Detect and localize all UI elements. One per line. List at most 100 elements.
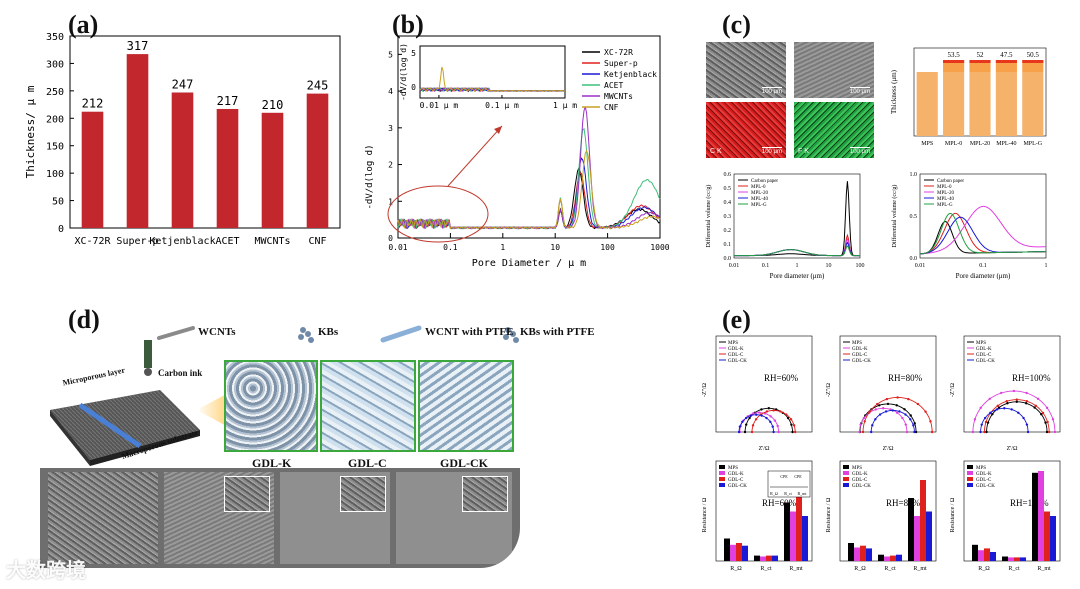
nyquist-point <box>1005 399 1008 403</box>
resistance-bar <box>866 548 872 561</box>
eds-map-carbon: C K 100 μm <box>706 102 786 158</box>
sem-strip-image-2 <box>164 472 274 564</box>
nyquist-point <box>859 423 862 426</box>
nyquist-point <box>885 397 889 401</box>
nyquist-frame <box>839 335 937 433</box>
legend-label: MPL-G <box>937 203 953 208</box>
circuit-label: R_Ω <box>770 491 778 496</box>
nyquist-point <box>1006 402 1009 405</box>
nyquist-point <box>755 413 758 416</box>
resistance-bar <box>884 556 890 561</box>
distribution-series-2 <box>919 205 1047 255</box>
rh-label: RH=80% <box>886 498 921 508</box>
nyquist-point <box>1053 430 1057 434</box>
nyquist-point <box>749 414 753 417</box>
nyquist-point <box>891 409 894 412</box>
x-tick-label: MPS <box>921 141 933 147</box>
nyquist-point <box>882 407 885 410</box>
rh-label: RH=100% <box>1010 498 1049 508</box>
legend-label: MPL-40 <box>937 197 954 202</box>
x-tick-label: 100 <box>600 243 615 252</box>
nyquist-point <box>912 424 915 427</box>
legend-label: GDL-K <box>728 472 744 477</box>
bar-mwcnts <box>261 112 284 228</box>
legend-label: GDL-K <box>976 472 992 477</box>
panel-c-pore-distribution-2: 0.01 0.1 1 0.0 0.5 1.0 Pore diameter (μm) Diffe… <box>891 172 1048 280</box>
resistance-bar <box>1044 511 1050 561</box>
nyquist-point <box>895 411 899 414</box>
resistance-bar <box>890 555 896 561</box>
y-tick-label: 250 <box>46 87 64 98</box>
nyquist-point <box>874 418 877 421</box>
circuit-label: R_ct <box>784 491 792 496</box>
y-tick-label: 0 <box>58 224 64 235</box>
nyquist-point <box>777 430 780 434</box>
nyquist-point <box>870 430 873 434</box>
resistance-y-label: Resistance / Ω <box>826 497 832 532</box>
zoom-arrow <box>447 125 503 187</box>
plot-frame <box>397 35 661 239</box>
y-axis-label: Thickness/ μ m <box>24 85 37 178</box>
nyquist-point <box>794 430 797 434</box>
y-axis-label: Differential volume (cc/g) <box>705 185 712 248</box>
caption-gdl-k: GDL-K <box>252 456 292 470</box>
y-tick-label: 0.5 <box>724 186 732 192</box>
inset-x-tick-label: 1 μ m <box>553 101 577 110</box>
bar-cnf <box>306 93 329 228</box>
inset-series-cnf <box>419 66 566 93</box>
bar-super-p <box>126 54 149 228</box>
nyquist-point <box>744 416 748 420</box>
nyquist-point <box>884 410 888 413</box>
resistance-bar <box>854 547 860 561</box>
nyquist-point <box>1051 418 1055 421</box>
nyquist-point <box>772 409 775 412</box>
legend-swatch <box>967 471 973 475</box>
y-tick-label: 0.6 <box>724 172 732 178</box>
x-tick-label: R_ct <box>760 566 772 572</box>
nyquist-point <box>1022 416 1025 420</box>
x-tick-label: ACET <box>215 236 239 247</box>
nyquist-point <box>861 430 865 434</box>
nyquist-point <box>1041 411 1045 415</box>
nyquist-point <box>895 404 898 407</box>
sem-inset-4 <box>462 476 508 512</box>
legend-label: MPL-40 <box>751 197 768 202</box>
thickness-bar-mpl-g <box>1022 72 1044 136</box>
y-tick-label: 2 <box>388 161 393 170</box>
resistance-bar <box>1020 557 1026 561</box>
nyquist-point <box>790 423 793 426</box>
nyquist-point <box>973 418 977 421</box>
resistance-bar <box>1038 471 1044 561</box>
y-tick-label: 50 <box>52 197 64 208</box>
mpl-thickness-label: 52 <box>977 51 985 59</box>
y-tick-label: 0.4 <box>724 200 732 206</box>
nyquist-point <box>903 408 906 411</box>
resistance-bar <box>772 555 778 561</box>
y-tick-label: 1 <box>388 197 393 206</box>
legend-label: GDL-C <box>976 478 992 483</box>
nyquist-point <box>909 414 912 417</box>
nyquist-point <box>748 416 751 420</box>
nyquist-point <box>896 396 899 399</box>
y-axis-label: Differential volume (cc/g) <box>891 185 898 248</box>
nyquist-point <box>1040 413 1043 416</box>
nyquist-point <box>986 421 990 424</box>
nyquist-point <box>764 412 767 415</box>
zoom-ellipse <box>387 185 489 243</box>
resistance-bar <box>914 516 920 561</box>
resistance-bar <box>790 511 796 561</box>
circuit-label: CPE <box>780 474 788 479</box>
y-tick-label: 0.3 <box>724 214 732 220</box>
legend-label: GDL-K <box>852 472 868 477</box>
legend-label: MWCNTs <box>604 92 633 101</box>
nyquist-point <box>901 416 904 420</box>
bar-acet <box>216 108 239 228</box>
nyquist-x-label: Z'/Ω <box>759 446 770 452</box>
series-line-ketjenblack <box>397 157 661 230</box>
bar-value-label: 212 <box>82 97 104 111</box>
plot-frame <box>919 173 1047 259</box>
x-tick-label: 1 <box>1045 263 1048 269</box>
nyquist-point <box>971 430 975 434</box>
legend-label: GDL-C <box>852 353 868 358</box>
nyquist-point <box>1003 407 1006 410</box>
